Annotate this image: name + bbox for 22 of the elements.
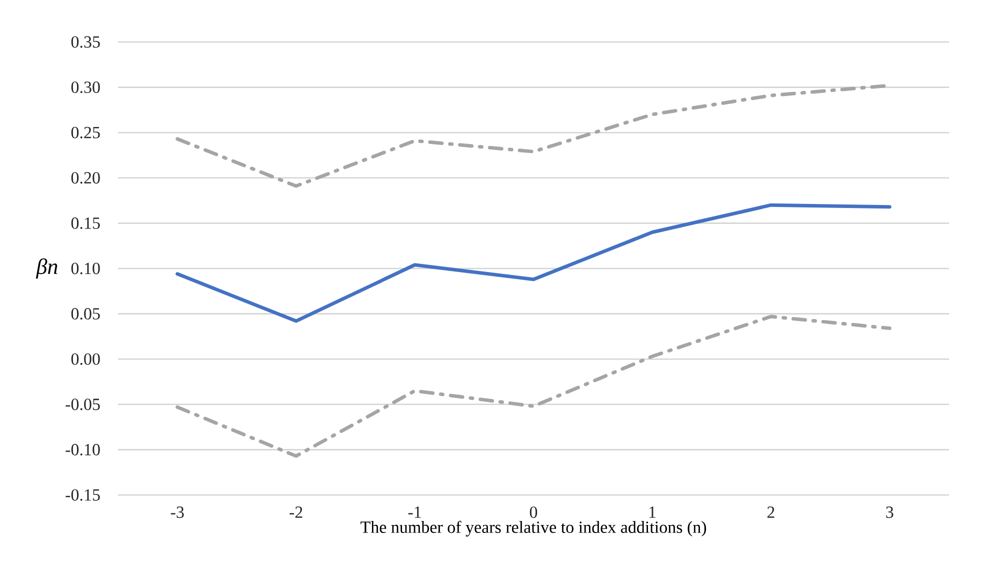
y-tick-label: 0.30 bbox=[71, 82, 100, 94]
x-axis-title: The number of years relative to index additions (n) bbox=[360, 520, 706, 536]
x-tick-label: 0 bbox=[530, 506, 538, 518]
y-tick-label: 0.15 bbox=[71, 217, 100, 229]
y-tick-label: 0.00 bbox=[71, 353, 100, 365]
line-series bbox=[176, 314, 892, 458]
x-tick-label: -3 bbox=[170, 506, 184, 518]
y-tick-label: -0.15 bbox=[66, 489, 100, 501]
x-tick-label: -2 bbox=[290, 506, 302, 518]
y-tick-label: 0.20 bbox=[71, 172, 100, 184]
x-tick-label: -1 bbox=[408, 506, 421, 518]
y-tick-label: 0.35 bbox=[71, 36, 100, 48]
y-tick-label: -0.10 bbox=[66, 444, 100, 456]
y-tick-label: -0.05 bbox=[66, 398, 100, 410]
x-tick-label: 1 bbox=[649, 506, 656, 518]
y-axis-title: βn bbox=[36, 258, 58, 279]
x-tick-label: 3 bbox=[886, 506, 894, 518]
y-tick-label: 0.05 bbox=[71, 308, 100, 320]
y-tick-label: 0.25 bbox=[71, 126, 100, 138]
x-tick-label: 2 bbox=[767, 506, 774, 518]
line-series bbox=[176, 203, 892, 323]
y-tick-label: 0.10 bbox=[71, 262, 100, 274]
